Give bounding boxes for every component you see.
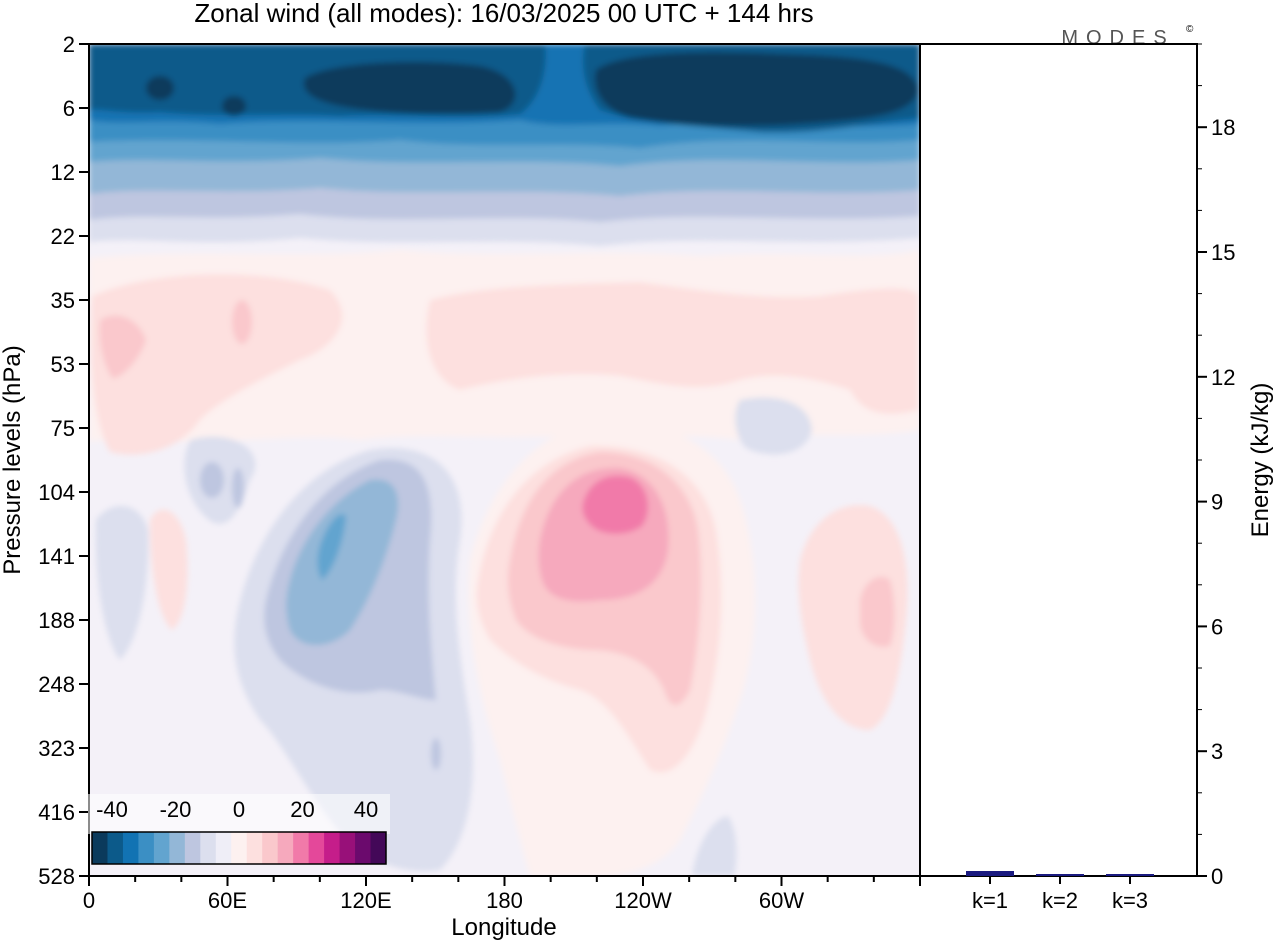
x-tick-label: 60W xyxy=(759,888,804,913)
y-tick-label: 35 xyxy=(51,288,75,313)
colorbar-swatch xyxy=(184,832,201,864)
y-axis: 2 6 12 22 35 53 75 104 141 188 248 323 416 528 xyxy=(38,32,89,889)
contour-band xyxy=(200,462,224,498)
x-axis: 0 60E 120E 180 120W 60W xyxy=(83,876,921,913)
energy-x-tick-label: k=3 xyxy=(1112,888,1148,913)
energy-y-tick-label: 6 xyxy=(1211,614,1223,639)
colorbar-swatch xyxy=(277,832,294,864)
colorbar-tick-label: 20 xyxy=(290,797,314,822)
colorbar-tick-label: -20 xyxy=(160,797,192,822)
colorbar-swatch xyxy=(92,832,108,864)
y-tick-label: 141 xyxy=(38,544,75,569)
x-tick-label: 0 xyxy=(83,888,95,913)
contour-band xyxy=(232,468,244,508)
colorbar-swatch xyxy=(153,832,170,864)
colorbar-swatch xyxy=(355,832,372,864)
colorbar-swatch xyxy=(308,832,325,864)
contour-band xyxy=(150,509,188,630)
copyright-mark: © xyxy=(1186,24,1194,35)
colorbar-swatch xyxy=(138,832,155,864)
x-axis-label: Longitude xyxy=(451,914,556,941)
energy-y-tick-label: 3 xyxy=(1211,739,1223,764)
colorbar-swatch xyxy=(215,832,232,864)
colorbar-swatch xyxy=(169,832,186,864)
energy-bars: k=1 k=2 k=3 xyxy=(966,871,1154,913)
contour-band xyxy=(426,282,918,414)
y-tick-label: 104 xyxy=(38,480,75,505)
y-tick-label: 12 xyxy=(51,160,75,185)
colorbar-swatch xyxy=(200,832,217,864)
energy-y-tick-label: 15 xyxy=(1211,240,1235,265)
contour-band xyxy=(99,315,146,379)
colorbar-tick-label: 40 xyxy=(354,797,378,822)
contour-band xyxy=(95,506,149,660)
x-tick-label: 180 xyxy=(486,888,523,913)
contour-band xyxy=(798,504,908,730)
chart-title: Zonal wind (all modes): 16/03/2025 00 UT… xyxy=(194,0,813,28)
y-axis-label: Pressure levels (hPa) xyxy=(0,345,26,574)
y-tick-label: 2 xyxy=(63,32,75,57)
x-tick-label: 120W xyxy=(614,888,672,913)
y-tick-label: 22 xyxy=(51,224,75,249)
energy-y-tick-label: 0 xyxy=(1211,864,1223,889)
energy-x-tick-label: k=2 xyxy=(1042,888,1078,913)
colorbar-swatch xyxy=(324,832,341,864)
energy-y-axis: 0 3 6 9 12 15 18 xyxy=(1197,43,1235,889)
contour-band xyxy=(431,738,441,770)
colorbar-label-backdrop xyxy=(88,794,390,834)
y-tick-label: 188 xyxy=(38,608,75,633)
colorbar-tick-label: 0 xyxy=(233,797,245,822)
x-tick-label: 60E xyxy=(208,888,247,913)
contour-band xyxy=(595,52,918,126)
contour-band xyxy=(860,576,895,647)
colorbar-swatch xyxy=(122,832,139,864)
colorbar-frame xyxy=(91,831,387,865)
contour-band xyxy=(146,76,174,100)
energy-y-tick-label: 12 xyxy=(1211,365,1235,390)
energy-y-tick-label: 9 xyxy=(1211,490,1223,515)
colorbar-swatch xyxy=(231,832,248,864)
energy-bar xyxy=(966,871,1014,876)
colorbar-swatch xyxy=(293,832,310,864)
y-tick-label: 53 xyxy=(51,352,75,377)
y-tick-label: 416 xyxy=(38,800,75,825)
contour-band xyxy=(582,475,648,534)
colorbar-swatch xyxy=(246,832,263,864)
colorbar-tick-label: -40 xyxy=(96,797,128,822)
energy-x-tick-label: k=1 xyxy=(972,888,1008,913)
contour-band xyxy=(286,479,399,645)
energy-y-tick-label: 18 xyxy=(1211,115,1235,140)
zonal-wind-heatmap xyxy=(89,44,920,876)
colorbar-swatch xyxy=(107,832,124,864)
contour-band xyxy=(692,816,737,876)
y-tick-label: 323 xyxy=(38,736,75,761)
y-tick-label: 528 xyxy=(38,864,75,889)
colorbar-swatch xyxy=(339,832,356,864)
contour-band xyxy=(90,274,343,455)
colorbar-swatch xyxy=(262,832,279,864)
y-tick-label: 248 xyxy=(38,672,75,697)
energy-bar xyxy=(1106,874,1154,876)
colorbar-swatch xyxy=(370,832,387,864)
energy-bar xyxy=(1036,874,1084,876)
energy-panel-frame xyxy=(919,43,1198,877)
contour-band xyxy=(303,62,516,114)
y-tick-label: 75 xyxy=(51,416,75,441)
contour-band xyxy=(222,96,246,116)
contour-band xyxy=(735,397,812,455)
energy-axis-label: Energy (kJ/kg) xyxy=(1247,383,1274,538)
colorbar: -40 -20 0 20 40 xyxy=(88,794,390,865)
contour-band xyxy=(232,300,252,344)
y-tick-label: 6 xyxy=(63,96,75,121)
x-tick-label: 120E xyxy=(340,888,391,913)
contour-band xyxy=(317,514,346,580)
